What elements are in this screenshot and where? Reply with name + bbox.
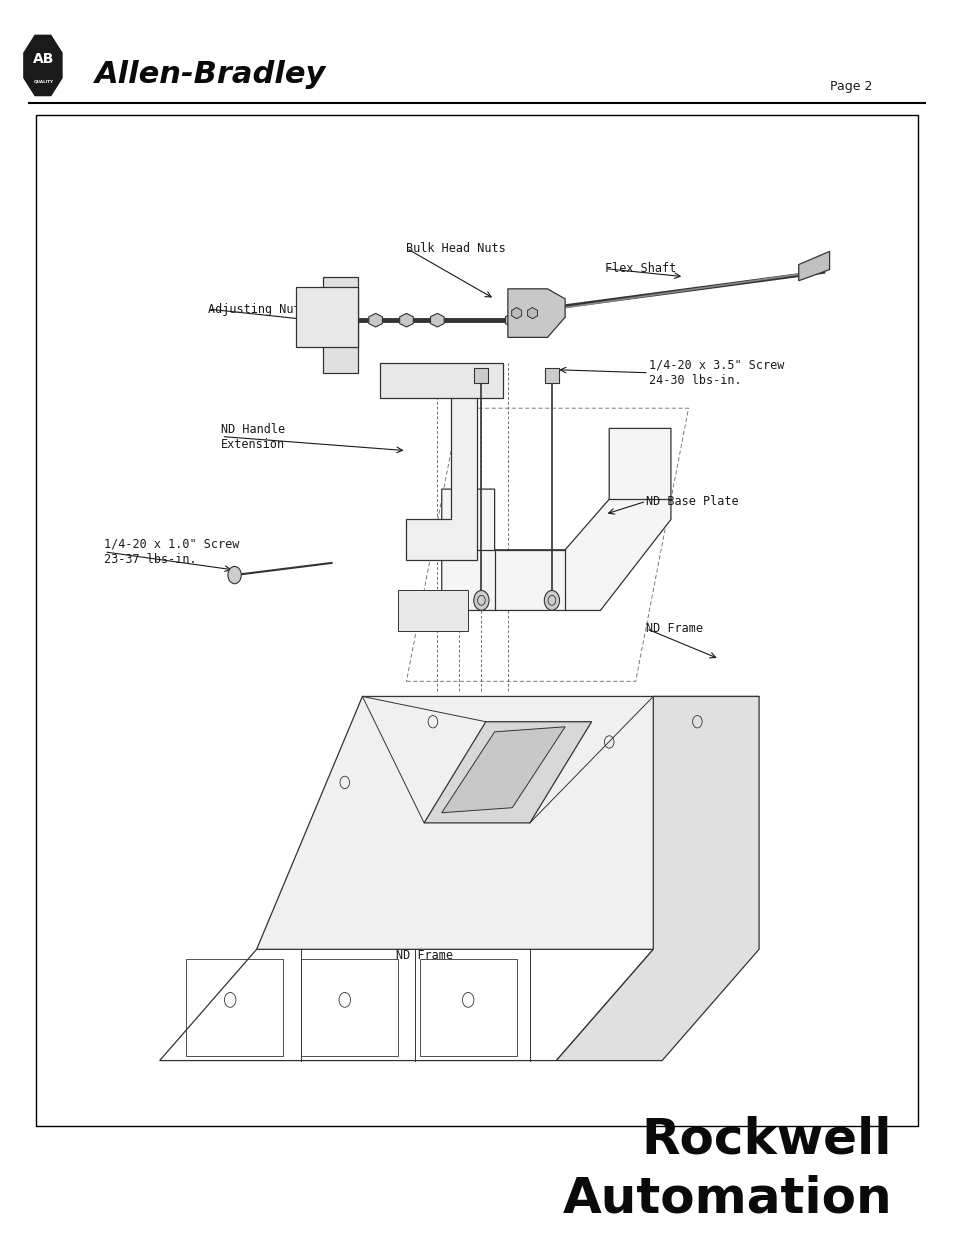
Polygon shape [511,308,521,319]
Polygon shape [474,368,488,383]
Text: Flex Shaft: Flex Shaft [604,262,676,275]
Circle shape [228,567,241,584]
Polygon shape [379,363,503,398]
Polygon shape [544,368,558,383]
Text: ND Frame: ND Frame [395,950,452,962]
Polygon shape [441,726,564,813]
Text: Allen-Bradley: Allen-Bradley [95,59,327,89]
Polygon shape [430,314,444,327]
Polygon shape [256,697,759,950]
Bar [36,115,917,1126]
Text: Rockwell: Rockwell [640,1115,891,1163]
Polygon shape [505,314,518,327]
Text: ND Handle
Extension: ND Handle Extension [221,422,285,451]
Circle shape [474,590,489,610]
Polygon shape [296,287,357,347]
Polygon shape [507,289,564,337]
Polygon shape [424,721,591,823]
Text: ND Base Plate: ND Base Plate [645,495,738,508]
Text: Page 2: Page 2 [829,80,871,93]
Text: 1/4-20 x 1.0" Screw
23-37 lbs-in.: 1/4-20 x 1.0" Screw 23-37 lbs-in. [104,537,239,566]
Polygon shape [556,697,759,1061]
Polygon shape [399,314,413,327]
Text: Bulk Head Nuts: Bulk Head Nuts [406,242,506,254]
Text: Adjusting Nuts: Adjusting Nuts [208,303,308,316]
Polygon shape [369,314,382,327]
Polygon shape [441,429,670,610]
Text: AB: AB [33,52,54,67]
Text: QUALITY: QUALITY [34,79,53,84]
Text: ND Frame: ND Frame [645,622,702,635]
Polygon shape [397,590,468,631]
Text: 1/4-20 x 3.5" Screw
24-30 lbs-in.: 1/4-20 x 3.5" Screw 24-30 lbs-in. [648,359,783,387]
Polygon shape [322,277,357,373]
Polygon shape [527,308,537,319]
Text: Automation: Automation [561,1174,891,1223]
Polygon shape [24,36,62,95]
Polygon shape [406,388,476,559]
Circle shape [544,590,559,610]
Polygon shape [798,252,829,280]
